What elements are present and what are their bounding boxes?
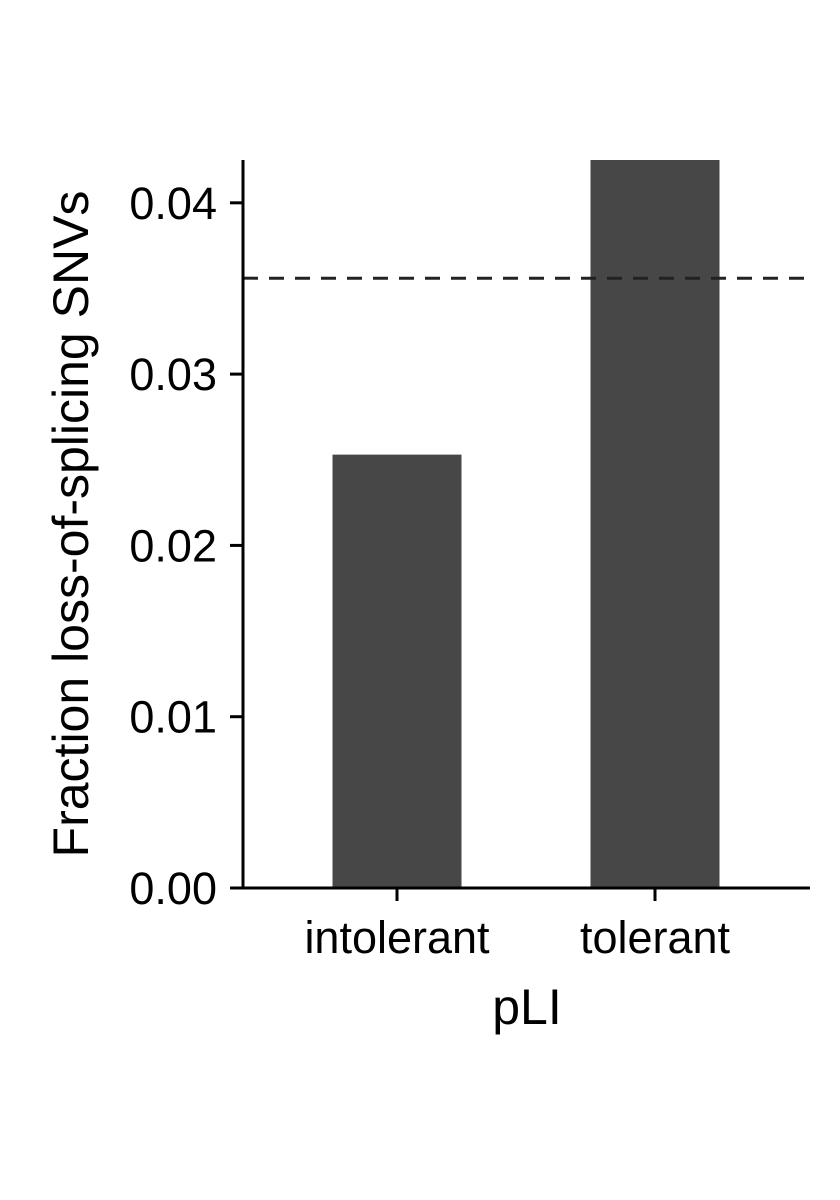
y-tick-label: 0.02	[129, 520, 217, 571]
bar-intolerant	[332, 454, 462, 888]
y-tick-label: 0.01	[129, 692, 217, 743]
x-tick-label-intolerant: intolerant	[304, 912, 490, 963]
bars	[332, 160, 720, 888]
x-axis-title: pLI	[492, 979, 562, 1035]
ticks: 0.00 0.01 0.02 0.03 0.04 intolerant tolerant	[129, 178, 730, 963]
y-tick-label: 0.04	[129, 178, 217, 229]
y-tick-label: 0.00	[129, 863, 217, 914]
axes	[241, 160, 810, 890]
bar-tolerant	[590, 160, 720, 888]
y-tick-label: 0.03	[129, 349, 217, 400]
x-tick-label-tolerant: tolerant	[580, 912, 731, 963]
y-axis-title: Fraction loss-of-splicing SNVs	[43, 191, 99, 858]
